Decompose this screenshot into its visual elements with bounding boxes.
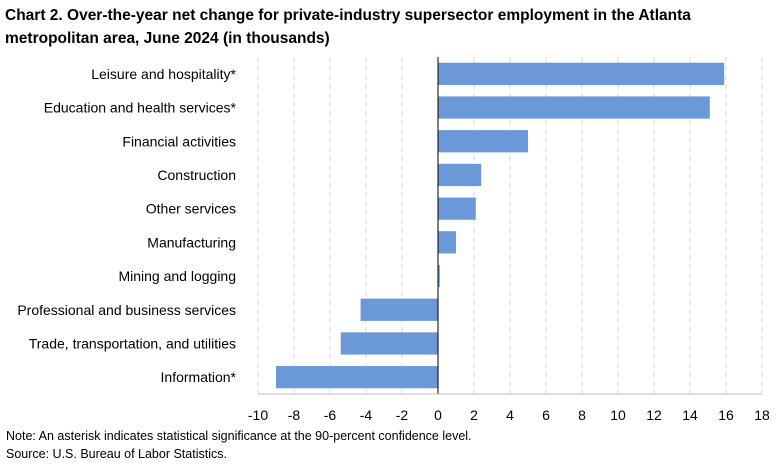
category-label: Professional and business services xyxy=(17,302,236,318)
x-tick-label: -10 xyxy=(248,407,268,423)
bar xyxy=(438,197,476,220)
category-label: Construction xyxy=(157,167,236,183)
axes xyxy=(258,57,762,395)
x-tick-label: 4 xyxy=(506,407,514,423)
chart-note: Note: An asterisk indicates statistical … xyxy=(6,429,472,443)
category-label: Leisure and hospitality* xyxy=(91,66,236,82)
bar xyxy=(276,366,438,389)
x-tick-label: 12 xyxy=(646,407,662,423)
chart-source: Source: U.S. Bureau of Labor Statistics. xyxy=(6,447,227,461)
x-tick-label: -2 xyxy=(396,407,409,423)
x-tick-label: 6 xyxy=(542,407,550,423)
bar xyxy=(438,130,528,153)
x-tick-label: 16 xyxy=(718,407,734,423)
bars xyxy=(276,62,725,389)
bar xyxy=(438,96,710,119)
x-tick-label: 2 xyxy=(470,407,478,423)
bar xyxy=(340,332,438,355)
bar xyxy=(360,298,438,321)
category-labels: Leisure and hospitality* Education and he… xyxy=(17,66,236,385)
category-label: Financial activities xyxy=(122,133,236,149)
category-label: Trade, transportation, and utilities xyxy=(29,335,236,351)
x-tick-label: -6 xyxy=(324,407,337,423)
category-label: Information* xyxy=(161,369,237,385)
x-tick-label: -4 xyxy=(360,407,373,423)
bar xyxy=(438,231,456,254)
bar xyxy=(438,163,482,187)
chart-title: Chart 2. Over-the-year net change for pr… xyxy=(5,7,691,47)
x-tick-label: 18 xyxy=(754,407,770,423)
x-tick-label: -8 xyxy=(288,407,301,423)
bar xyxy=(438,264,440,288)
tick-labels: -10 -8 -6 -4 -2 0 2 4 6 8 10 12 14 16 18 xyxy=(248,407,770,423)
category-label: Other services xyxy=(146,201,236,217)
category-label: Manufacturing xyxy=(147,234,236,250)
x-tick-label: 14 xyxy=(682,407,698,423)
category-label: Mining and logging xyxy=(118,268,236,284)
category-label: Education and health services* xyxy=(44,100,237,116)
x-tick-label: 0 xyxy=(434,407,442,423)
x-tick-label: 10 xyxy=(610,407,626,423)
bar xyxy=(438,62,725,85)
x-tick-label: 8 xyxy=(578,407,586,423)
